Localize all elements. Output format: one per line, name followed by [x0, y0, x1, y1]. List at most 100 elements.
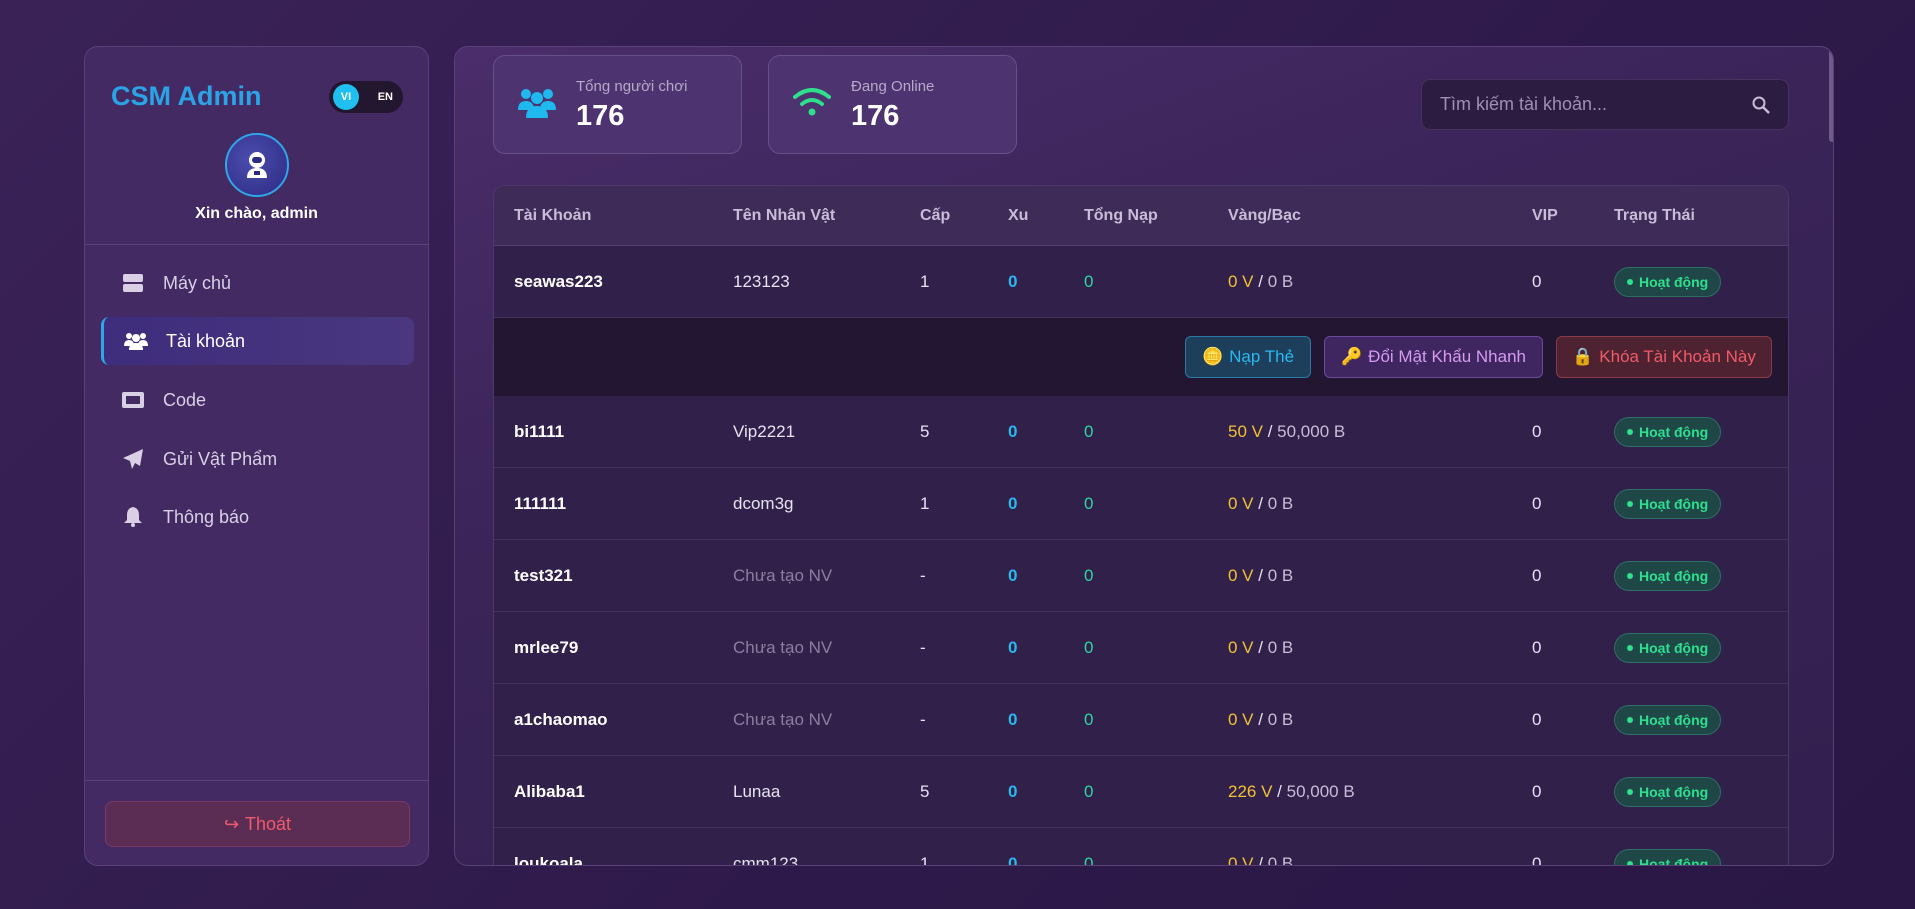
key-icon: 🔑 — [1341, 347, 1363, 366]
total-topup: 0 — [1084, 781, 1094, 801]
status-dot — [1627, 572, 1633, 579]
vip: 0 — [1532, 565, 1542, 585]
character-name: cmm123 — [733, 853, 799, 866]
xu: 0 — [1008, 781, 1018, 801]
level: - — [920, 565, 926, 585]
sidebar-item-send-items[interactable]: Gửi Vật Phẩm — [101, 435, 414, 483]
character-name: Chưa tạo NV — [733, 637, 833, 657]
avatar — [225, 133, 289, 197]
status-label: Hoạt động — [1639, 711, 1709, 728]
column-header[interactable]: Trạng Thái — [1614, 206, 1695, 224]
divider — [85, 244, 428, 245]
status-dot — [1627, 428, 1633, 435]
stat-value: 176 — [851, 100, 900, 132]
account-name[interactable]: test321 — [514, 565, 573, 585]
search-input[interactable]: Tìm kiếm tài khoản... — [1421, 79, 1789, 130]
level: 1 — [920, 493, 930, 513]
table-row[interactable]: Alibaba1 Lunaa 5 0 0 226 V / 50,000 B 0 … — [494, 756, 1788, 828]
character-name: Chưa tạo NV — [733, 709, 833, 729]
table-header: Tài Khoản Tên Nhân Vật Cấp Xu Tổng Nạp Vàng/B… — [494, 186, 1788, 246]
total-topup: 0 — [1084, 637, 1094, 657]
account-name[interactable]: loukoala — [514, 853, 583, 866]
sidebar-item-label: Tài khoản — [166, 330, 246, 351]
wifi-icon — [793, 86, 831, 121]
column-header[interactable]: Tổng Nạp — [1084, 206, 1158, 224]
status-badge: Hoạt động — [1614, 632, 1722, 663]
lang-vi[interactable]: VI — [333, 84, 359, 110]
server-icon — [121, 274, 145, 292]
column-header[interactable]: Vàng/Bạc — [1228, 206, 1301, 224]
change-password-button[interactable]: 🔑 Đổi Mật Khẩu Nhanh — [1324, 336, 1543, 378]
gold-silver: 0 V / 0 B — [1228, 709, 1294, 729]
paper-plane-icon — [121, 449, 145, 469]
gold: 0 V — [1228, 493, 1254, 513]
character-name: Vip2221 — [733, 421, 796, 441]
status-label: Hoạt động — [1639, 273, 1709, 290]
table-row[interactable]: test321 Chưa tạo NV - 0 0 0 V / 0 B 0 Ho… — [494, 540, 1788, 612]
level: - — [920, 709, 926, 729]
gold-silver: 0 V / 0 B — [1228, 637, 1294, 657]
lock-account-button[interactable]: 🔒 Khóa Tài Khoản Này — [1556, 336, 1772, 378]
character-name: Lunaa — [733, 781, 781, 801]
account-name[interactable]: seawas223 — [514, 271, 603, 291]
gold-silver: 50 V / 50,000 B — [1228, 421, 1346, 441]
account-name[interactable]: Alibaba1 — [514, 781, 585, 801]
silver: 0 B — [1267, 493, 1294, 513]
silver: 0 B — [1267, 565, 1294, 585]
table-row[interactable]: a1chaomao Chưa tạo NV - 0 0 0 V / 0 B 0 … — [494, 684, 1788, 756]
level: 1 — [920, 271, 930, 291]
sidebar-item-label: Gửi Vật Phẩm — [163, 448, 278, 469]
logout-button[interactable]: ↪ Thoát — [105, 801, 410, 847]
sidebar-item-code[interactable]: Code — [101, 376, 414, 424]
account-name[interactable]: mrlee79 — [514, 637, 579, 657]
lock-label: Khóa Tài Khoản Này — [1599, 347, 1756, 366]
xu: 0 — [1008, 271, 1018, 291]
ticket-icon — [121, 392, 145, 408]
gold: 0 V — [1228, 271, 1254, 291]
sign-out-icon: ↪ — [223, 813, 240, 834]
scrollbar[interactable] — [1829, 50, 1833, 142]
status-dot — [1627, 788, 1633, 795]
account-name[interactable]: a1chaomao — [514, 709, 608, 729]
vip: 0 — [1532, 421, 1542, 441]
sidebar-item-server[interactable]: Máy chủ — [101, 259, 414, 307]
accounts-table: Tài Khoản Tên Nhân Vật Cấp Xu Tổng Nạp Vàng/B… — [493, 185, 1789, 866]
column-header[interactable]: Tên Nhân Vật — [733, 206, 836, 224]
search-placeholder: Tìm kiếm tài khoản... — [1440, 94, 1608, 114]
stat-value: 176 — [576, 100, 625, 132]
bell-icon — [121, 507, 145, 527]
account-name[interactable]: bi1111 — [514, 421, 565, 441]
column-header[interactable]: Tài Khoản — [514, 206, 592, 224]
table-row[interactable]: loukoala cmm123 1 0 0 0 V / 0 B 0 Hoạt đ… — [494, 828, 1788, 866]
search-icon[interactable] — [1752, 96, 1770, 114]
topup-button[interactable]: 🪙 Nạp Thẻ — [1185, 336, 1311, 378]
greeting: Xin chào, admin — [85, 205, 428, 223]
status-dot — [1627, 278, 1633, 285]
column-header[interactable]: Xu — [1008, 206, 1029, 224]
xu: 0 — [1008, 493, 1018, 513]
account-name[interactable]: 111111 — [514, 493, 567, 513]
language-toggle[interactable]: VI EN — [329, 81, 403, 113]
table-row[interactable]: seawas223 123123 1 0 0 0 V / 0 B 0 Hoạt … — [494, 246, 1788, 318]
sidebar-item-notifications[interactable]: Thông báo — [101, 493, 414, 541]
column-header[interactable]: VIP — [1532, 206, 1558, 224]
silver: 0 B — [1267, 637, 1294, 657]
silver: 0 B — [1267, 709, 1294, 729]
sidebar-item-accounts[interactable]: Tài khoản — [101, 317, 414, 365]
level: - — [920, 637, 926, 657]
stat-card-total-players: Tổng người chơi 176 — [493, 55, 742, 154]
silver: 0 B — [1267, 853, 1294, 866]
table-row[interactable]: 111111 dcom3g 1 0 0 0 V / 0 B 0 Hoạt độn… — [494, 468, 1788, 540]
column-header[interactable]: Cấp — [920, 206, 951, 224]
status-label: Hoạt động — [1639, 639, 1709, 656]
brand-title: CSM Admin — [111, 81, 262, 111]
row-actions: 🪙 Nạp Thẻ 🔑 Đổi Mật Khẩu Nhanh 🔒 Khóa Tài K… — [494, 318, 1788, 396]
table-row[interactable]: bi1111 Vip2221 5 0 0 50 V / 50,000 B 0 H… — [494, 396, 1788, 468]
level: 5 — [920, 781, 930, 801]
gold-silver: 0 V / 0 B — [1228, 853, 1294, 866]
status-label: Hoạt động — [1639, 855, 1709, 866]
table-row[interactable]: mrlee79 Chưa tạo NV - 0 0 0 V / 0 B 0 Ho… — [494, 612, 1788, 684]
status-label: Hoạt động — [1639, 783, 1709, 800]
lang-en[interactable]: EN — [377, 91, 393, 103]
divider — [85, 780, 428, 781]
